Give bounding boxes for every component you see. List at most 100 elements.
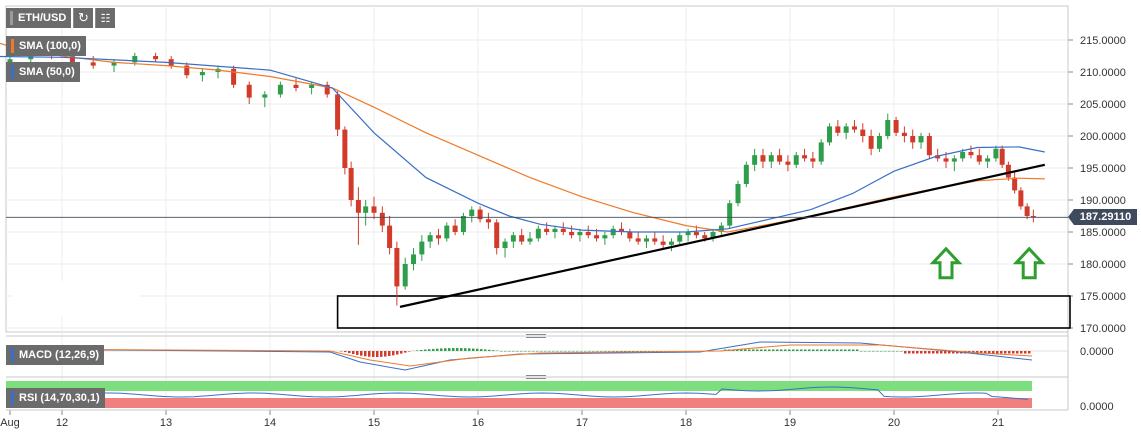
candle-body (785, 162, 790, 165)
macd-histogram-bar (456, 348, 459, 351)
candle-body (411, 254, 416, 264)
macd-histogram-bar (448, 348, 451, 351)
macd-histogram-bar (792, 350, 795, 352)
macd-histogram-bar (744, 350, 747, 352)
macd-histogram-bar (1000, 351, 1003, 354)
x-tick-label: 18 (680, 417, 692, 429)
macd-histogram-bar (940, 351, 943, 354)
candle-body (444, 226, 449, 239)
symbol-chip[interactable]: ETH/USD (6, 8, 71, 28)
candle-body (461, 216, 466, 232)
candle-body (247, 85, 252, 98)
macd-histogram-bar (400, 351, 403, 354)
macd-histogram-bar (532, 351, 535, 352)
macd-swatch (11, 348, 14, 362)
macd-histogram-bar (1004, 351, 1007, 354)
chart-type-button[interactable]: ☷ (95, 8, 115, 28)
candle-body (960, 152, 965, 158)
macd-histogram-bar (396, 351, 399, 355)
macd-histogram-bar (868, 351, 871, 352)
macd-histogram-bar (764, 350, 767, 352)
x-tick-label: Aug (0, 417, 20, 429)
macd-histogram-bar (592, 351, 595, 352)
candle-body (777, 155, 782, 161)
candle-body (278, 85, 283, 95)
candle-body (577, 232, 582, 235)
macd-histogram-bar (408, 351, 411, 352)
candle-body (835, 126, 840, 132)
candle-body (380, 213, 385, 226)
macd-histogram-bar (748, 350, 751, 352)
macd-histogram-bar (560, 351, 563, 352)
candle-body (503, 242, 508, 248)
candle-body (519, 235, 524, 241)
macd-histogram-bar (580, 351, 583, 352)
x-tick-label: 13 (160, 417, 172, 429)
macd-histogram-bar (836, 350, 839, 352)
macd-histogram-bar (476, 349, 479, 351)
rsi-label: RSI (14,70,30,1) (19, 392, 100, 404)
macd-histogram-bar (852, 350, 855, 352)
macd-chip[interactable]: MACD (12,26,9) (6, 345, 104, 365)
macd-histogram-bar (876, 351, 879, 352)
macd-histogram-bar (788, 350, 791, 352)
macd-histogram-bar (924, 351, 927, 354)
macd-histogram-bar (596, 351, 599, 352)
macd-histogram-bar (816, 350, 819, 352)
macd-histogram-bar (892, 351, 895, 352)
bar-chart-icon: ☷ (101, 12, 111, 25)
blank-overlay (12, 281, 139, 317)
macd-histogram-bar (536, 351, 539, 352)
macd-histogram-bar (404, 351, 407, 353)
candle-body (744, 165, 749, 184)
macd-histogram-bar (364, 351, 367, 356)
macd-histogram-bar (900, 351, 903, 352)
candle-body (561, 229, 566, 232)
candle-body (736, 184, 741, 203)
macd-histogram-bar (620, 351, 623, 352)
sma50-chip[interactable]: SMA (50,0) (6, 62, 80, 82)
macd-histogram-bar (872, 351, 875, 352)
macd-histogram-bar (472, 349, 475, 351)
macd-histogram-bar (468, 348, 471, 351)
macd-histogram-bar (564, 351, 567, 352)
macd-histogram-bar (632, 351, 635, 352)
rsi-chip[interactable]: RSI (14,70,30,1) (6, 388, 105, 408)
candle-body (1025, 206, 1030, 216)
sma50-label: SMA (50,0) (19, 66, 75, 78)
y-tick-label: 185.0000 (1080, 227, 1126, 239)
candle-body (586, 232, 591, 235)
candle-body (356, 200, 361, 213)
macd-histogram-bar (760, 350, 763, 352)
candle-body (544, 229, 549, 232)
macd-histogram-bar (860, 351, 863, 352)
macd-histogram-bar (600, 351, 603, 352)
candle-body (602, 235, 607, 238)
macd-histogram-bar (808, 350, 811, 352)
macd-histogram-bar (460, 348, 463, 351)
reload-button[interactable]: ↻ (73, 8, 93, 28)
candle-body (335, 94, 340, 129)
candle-body (636, 238, 641, 241)
candle-body (453, 226, 458, 232)
macd-histogram-bar (492, 350, 495, 351)
candle-body (977, 155, 982, 161)
macd-histogram-bar (368, 351, 371, 357)
candle-body (478, 210, 483, 220)
candle-body (894, 120, 899, 133)
macd-histogram-bar (380, 351, 383, 357)
reload-icon: ↻ (78, 10, 89, 26)
candle-body (1006, 165, 1011, 178)
macd-histogram-bar (768, 350, 771, 352)
sma100-chip[interactable]: SMA (100,0) (6, 36, 86, 56)
macd-histogram-bar (576, 351, 579, 352)
macd-histogram-bar (908, 351, 911, 354)
macd-histogram-bar (628, 351, 631, 352)
macd-histogram-bar (848, 350, 851, 352)
candle-body (363, 206, 368, 212)
candle-body (760, 155, 765, 161)
macd-histogram-bar (360, 351, 363, 356)
macd-histogram-bar (936, 351, 939, 354)
x-tick-label: 12 (56, 417, 68, 429)
